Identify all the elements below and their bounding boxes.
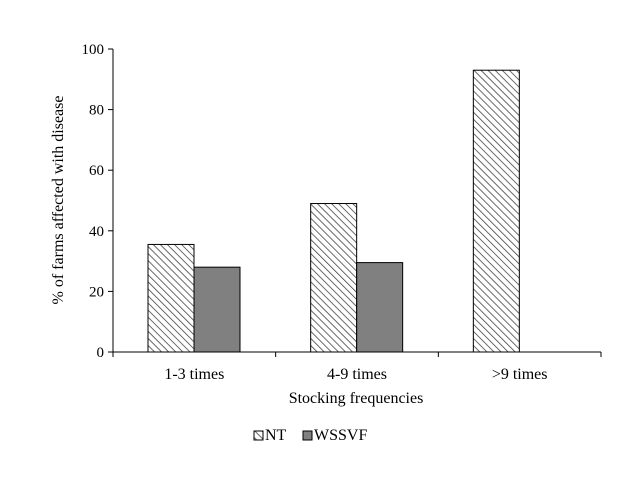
y-axis: 0 20 40 60 80 100 [82,42,114,361]
x-axis: 1-3 times 4-9 times >9 times [112,351,602,383]
bars [147,69,520,353]
y-axis-title: % of farms affected with disease [50,96,67,305]
x-tick-label: 4-9 times [327,366,387,383]
x-tick-label: 1-3 times [164,366,224,383]
x-axis-title: Stocking frequencies [289,390,424,407]
y-tick-label: 0 [97,345,105,361]
y-tick-label: 100 [82,42,105,58]
legend-label-wssvf: WSSVF [314,427,367,444]
legend: NT WSSVF [253,427,367,444]
y-tick-label: 80 [89,103,104,119]
bar-nt-1 [310,203,358,353]
y-tick-label: 20 [89,284,104,300]
x-tick-label: >9 times [492,366,548,383]
bar-nt-2 [472,69,520,353]
y-tick-label: 60 [89,163,104,179]
y-tick-label: 40 [89,224,104,240]
legend-swatch-wssvf [302,430,313,441]
bar-wssvf-0 [193,266,241,353]
legend-label-nt: NT [265,427,287,444]
bar-nt-0 [147,243,195,353]
legend-swatch-nt [253,430,264,441]
bar-wssvf-1 [356,262,404,353]
